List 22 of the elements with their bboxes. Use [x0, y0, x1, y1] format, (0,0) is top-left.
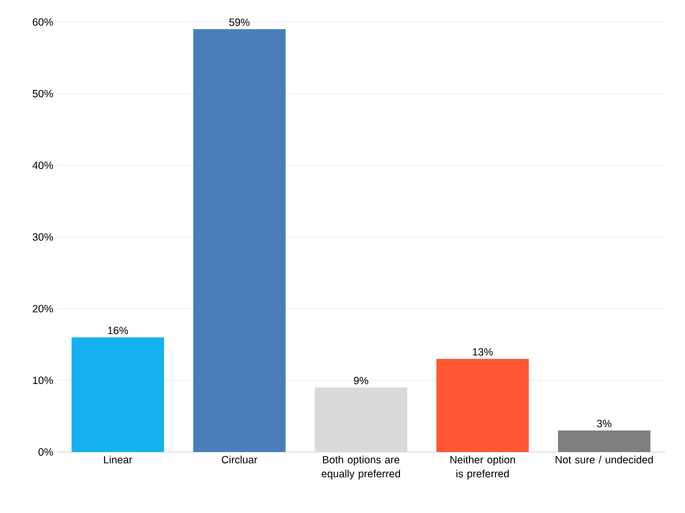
- y-tick-label: 10%: [33, 376, 53, 384]
- x-tick-label: Neither option is preferred: [450, 456, 515, 480]
- bar: [314, 388, 408, 452]
- y-tick-label: 30%: [32, 233, 53, 241]
- y-tick-label: 50%: [32, 90, 53, 98]
- bar: [558, 430, 650, 452]
- x-tick-label: Both options are equally preferred: [322, 456, 400, 480]
- y-tick-label: 60%: [32, 18, 53, 26]
- data-label: 9%: [354, 376, 368, 384]
- data-label: 13%: [472, 348, 493, 356]
- bar: [436, 358, 529, 452]
- y-tick-label: 40%: [32, 162, 53, 170]
- bar: [72, 337, 164, 452]
- y-tick-label: 20%: [32, 304, 53, 312]
- data-label: 16%: [108, 326, 128, 334]
- data-label: 3%: [597, 420, 612, 428]
- bar: [193, 29, 286, 452]
- data-label: 59%: [229, 18, 250, 26]
- x-tick-label: Not sure / undecided: [556, 456, 653, 464]
- x-tick-label: Linear: [104, 456, 132, 464]
- y-tick-label: 0%: [38, 448, 53, 456]
- x-tick-label: Circluar: [222, 456, 258, 464]
